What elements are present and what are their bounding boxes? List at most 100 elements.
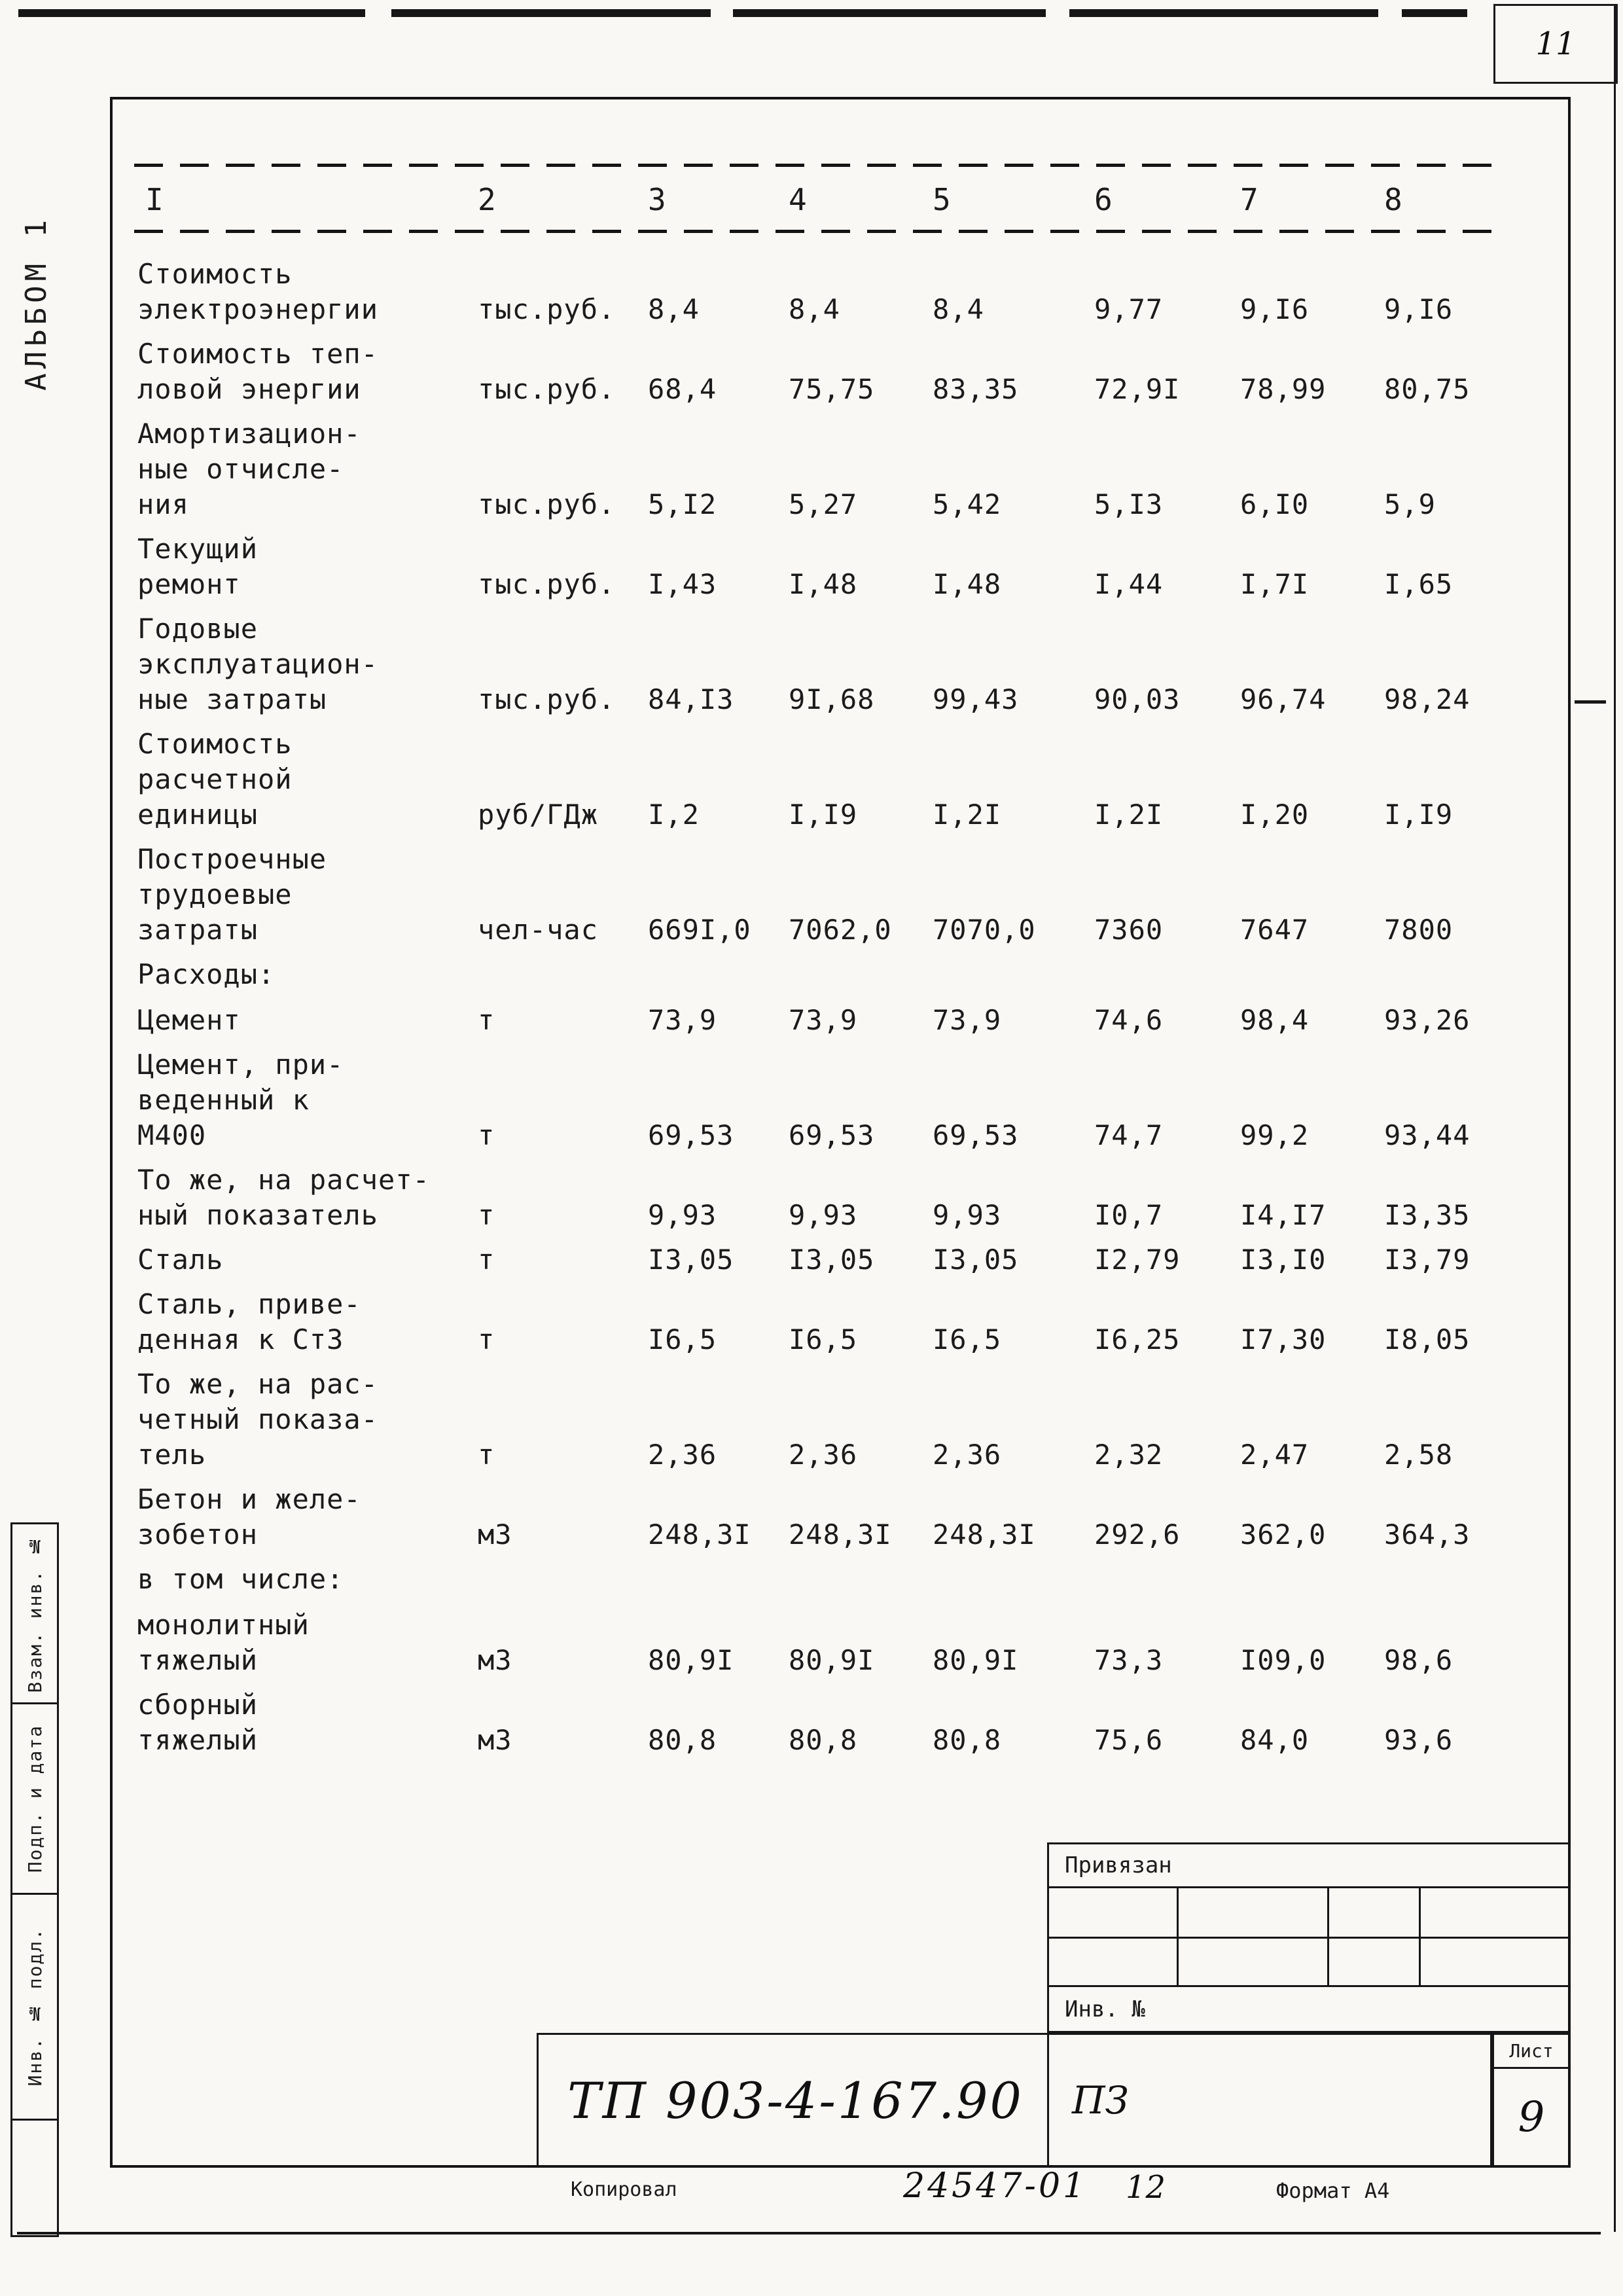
- row-value: 90,03: [1094, 683, 1181, 715]
- sheet-label: Лист: [1494, 2035, 1569, 2069]
- row-value: 69,53: [648, 1119, 734, 1151]
- column-header: 7: [1240, 182, 1259, 217]
- row-value: 7800: [1384, 914, 1454, 946]
- table-section-row: в том числе:: [137, 1562, 1502, 1597]
- row-value: 7647: [1240, 914, 1310, 946]
- page-edge-line: [1614, 4, 1616, 2232]
- row-label: Бетон и желе- зобетон: [137, 1483, 361, 1551]
- table-row: Годовые эксплуатацион- ные затраты тыс.ру…: [137, 611, 1502, 717]
- privyazan-cell: Привязан: [1049, 1844, 1569, 1888]
- stamp-cell-empty: [12, 2121, 57, 2235]
- row-label: То же, на расчет- ный показатель: [137, 1164, 430, 1231]
- row-label: сборный тяжелый: [137, 1689, 259, 1756]
- row-value: 68,4: [648, 373, 717, 405]
- row-value: 248,3I: [648, 1518, 751, 1551]
- table-row: монолитный тяжелый м3 80,9I 80,9I 80,9I 73,3 I…: [137, 1607, 1502, 1678]
- row-value: 93,6: [1384, 1724, 1454, 1756]
- row-value: 93,26: [1384, 1004, 1471, 1036]
- table-row: сборный тяжелый м3 80,8 80,8 80,8 75,6 84,0 93,…: [137, 1687, 1502, 1758]
- row-value: I,2I: [1094, 798, 1164, 831]
- row-value: 9,93: [933, 1199, 1002, 1231]
- title-block-privyazan-box: Привязан Инв. №: [1047, 1842, 1571, 2033]
- title-block-divider: [1047, 2035, 1049, 2166]
- column-header: I: [145, 182, 164, 217]
- row-value: 8,4: [933, 293, 984, 325]
- top-border-segment: [733, 9, 1046, 17]
- row-value: 72,9I: [1094, 373, 1181, 405]
- row-unit: т: [478, 1244, 495, 1276]
- row-value: 6,I0: [1240, 488, 1310, 520]
- row-value: 669I,0: [648, 914, 751, 946]
- row-value: 69,53: [789, 1119, 875, 1151]
- title-block-grid-line: [1049, 1985, 1569, 1987]
- row-value: I2,79: [1094, 1244, 1181, 1276]
- row-label: Амортизацион- ные отчисле- ния: [137, 418, 361, 520]
- bottom-border-line: [17, 2232, 1601, 2234]
- stamp-label: Подп. и дата: [24, 1724, 46, 1873]
- order-suffix: 12: [1126, 2169, 1166, 2206]
- row-value: 9,93: [789, 1199, 858, 1231]
- row-unit: тыс.руб.: [478, 568, 616, 600]
- row-value: 98,6: [1384, 1644, 1454, 1676]
- row-value: 9I,68: [789, 683, 875, 715]
- row-label: Текущий ремонт: [137, 533, 259, 600]
- row-value: 69,53: [933, 1119, 1019, 1151]
- row-value: I6,5: [933, 1323, 1002, 1355]
- row-value: 96,74: [1240, 683, 1327, 715]
- table-row: Стоимость расчетной единицы руб/ГДж I,2 I,I…: [137, 726, 1502, 833]
- row-value: I8,05: [1384, 1323, 1471, 1355]
- row-value: 80,75: [1384, 373, 1471, 405]
- row-value: 9,77: [1094, 293, 1164, 325]
- row-value: 80,9I: [789, 1644, 875, 1676]
- inv-no-cell: Инв. №: [1049, 1987, 1569, 2031]
- row-value: I,48: [789, 568, 858, 600]
- row-value: I09,0: [1240, 1644, 1327, 1676]
- stamp-cell-podp: Подп. и дата: [12, 1704, 57, 1895]
- table-row: Стоимость электроэнергии тыс.руб. 8,4 8,4 8,…: [137, 257, 1502, 327]
- title-block-grid-divider: [1327, 1888, 1329, 1985]
- table-row: Цемент т 73,9 73,9 73,9 74,6 98,4 93,26: [137, 1003, 1502, 1038]
- column-header: 3: [648, 182, 667, 217]
- row-value: I3,I0: [1240, 1244, 1327, 1276]
- row-value: 99,2: [1240, 1119, 1310, 1151]
- row-value: 2,36: [648, 1439, 717, 1471]
- row-value: 7062,0: [789, 914, 892, 946]
- row-label: Построечные трудоевые затраты: [137, 843, 327, 946]
- row-value: 8,4: [648, 293, 700, 325]
- row-value: 75,6: [1094, 1724, 1164, 1756]
- privyazan-label: Привязан: [1065, 1852, 1172, 1878]
- row-value: 80,9I: [933, 1644, 1019, 1676]
- row-unit: м3: [478, 1644, 512, 1676]
- side-stamp-column: Взам. инв. № Подп. и дата Инв. № подл.: [10, 1522, 59, 2237]
- row-unit: т: [478, 1439, 495, 1471]
- row-value: 5,27: [789, 488, 858, 520]
- row-value: 98,24: [1384, 683, 1471, 715]
- table-row: Амортизацион- ные отчисле- ния тыс.руб. 5,…: [137, 416, 1502, 522]
- row-value: I4,I7: [1240, 1199, 1327, 1231]
- row-value: 2,36: [789, 1439, 858, 1471]
- row-label: Сталь, приве- денная к Ст3: [137, 1288, 361, 1355]
- top-border-segment: [1069, 9, 1378, 17]
- row-label: Цемент, при- веденный к М400: [137, 1049, 344, 1151]
- format-label: Формат А4: [1276, 2178, 1390, 2203]
- row-label: монолитный тяжелый: [137, 1609, 310, 1676]
- top-border-segment: [391, 9, 711, 17]
- table-row: Сталь т I3,05 I3,05 I3,05 I2,79 I3,I0 I3,79: [137, 1242, 1502, 1278]
- table-section-row: Расходы:: [137, 957, 1502, 992]
- stamp-label: Инв. № подл.: [24, 1927, 46, 2087]
- row-value: I,48: [933, 568, 1002, 600]
- table-row: Стоимость теп- ловой энергии тыс.руб. 68,4…: [137, 336, 1502, 407]
- column-header: 5: [933, 182, 952, 217]
- row-value: 8,4: [789, 293, 840, 325]
- row-value: 362,0: [1240, 1518, 1327, 1551]
- inv-no-label: Инв. №: [1065, 1996, 1145, 2022]
- row-value: 73,3: [1094, 1644, 1164, 1676]
- table-row: Бетон и желе- зобетон м3 248,3I 248,3I 248,3…: [137, 1482, 1502, 1552]
- row-label: То же, на рас- четный показа- тель: [137, 1368, 379, 1471]
- album-label-text: АЛЬБОМ 1: [19, 215, 53, 391]
- column-header: 4: [789, 182, 808, 217]
- row-value: I,2: [648, 798, 700, 831]
- row-value: 9,I6: [1240, 293, 1310, 325]
- row-value: 9,I6: [1384, 293, 1454, 325]
